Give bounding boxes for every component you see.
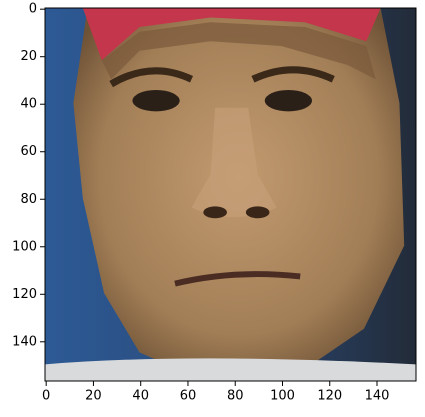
image xyxy=(45,8,416,381)
photo xyxy=(45,8,416,381)
brow-right xyxy=(251,66,335,83)
nostril-left xyxy=(203,206,227,219)
y-tick-label: 140 xyxy=(12,334,37,349)
brow-left xyxy=(109,67,194,88)
x-tick-label: 140 xyxy=(365,389,390,404)
y-tick-label: 120 xyxy=(12,287,37,302)
y-tick-label: 100 xyxy=(12,239,37,254)
y-tick-label: 60 xyxy=(20,144,37,159)
y-tick-label: 0 xyxy=(29,2,37,17)
y-tick-label: 80 xyxy=(20,192,37,207)
x-tick-label: 20 xyxy=(85,389,102,404)
x-tick-label: 120 xyxy=(317,389,342,404)
shirt xyxy=(45,358,416,381)
headband xyxy=(82,8,381,61)
x-tick-label: 0 xyxy=(42,389,50,404)
eye-right xyxy=(264,89,313,112)
nose xyxy=(191,107,277,218)
nostril-right xyxy=(245,206,270,219)
mouth xyxy=(174,271,301,287)
x-tick-label: 60 xyxy=(180,389,197,404)
axes-frame xyxy=(44,7,417,382)
y-tick-label: 40 xyxy=(20,97,37,112)
eye-left xyxy=(132,89,180,112)
x-tick-label: 80 xyxy=(227,389,244,404)
hair xyxy=(101,22,376,80)
x-tick-label: 100 xyxy=(270,389,295,404)
x-tick-label: 40 xyxy=(132,389,149,404)
y-tick-label: 20 xyxy=(20,49,37,64)
